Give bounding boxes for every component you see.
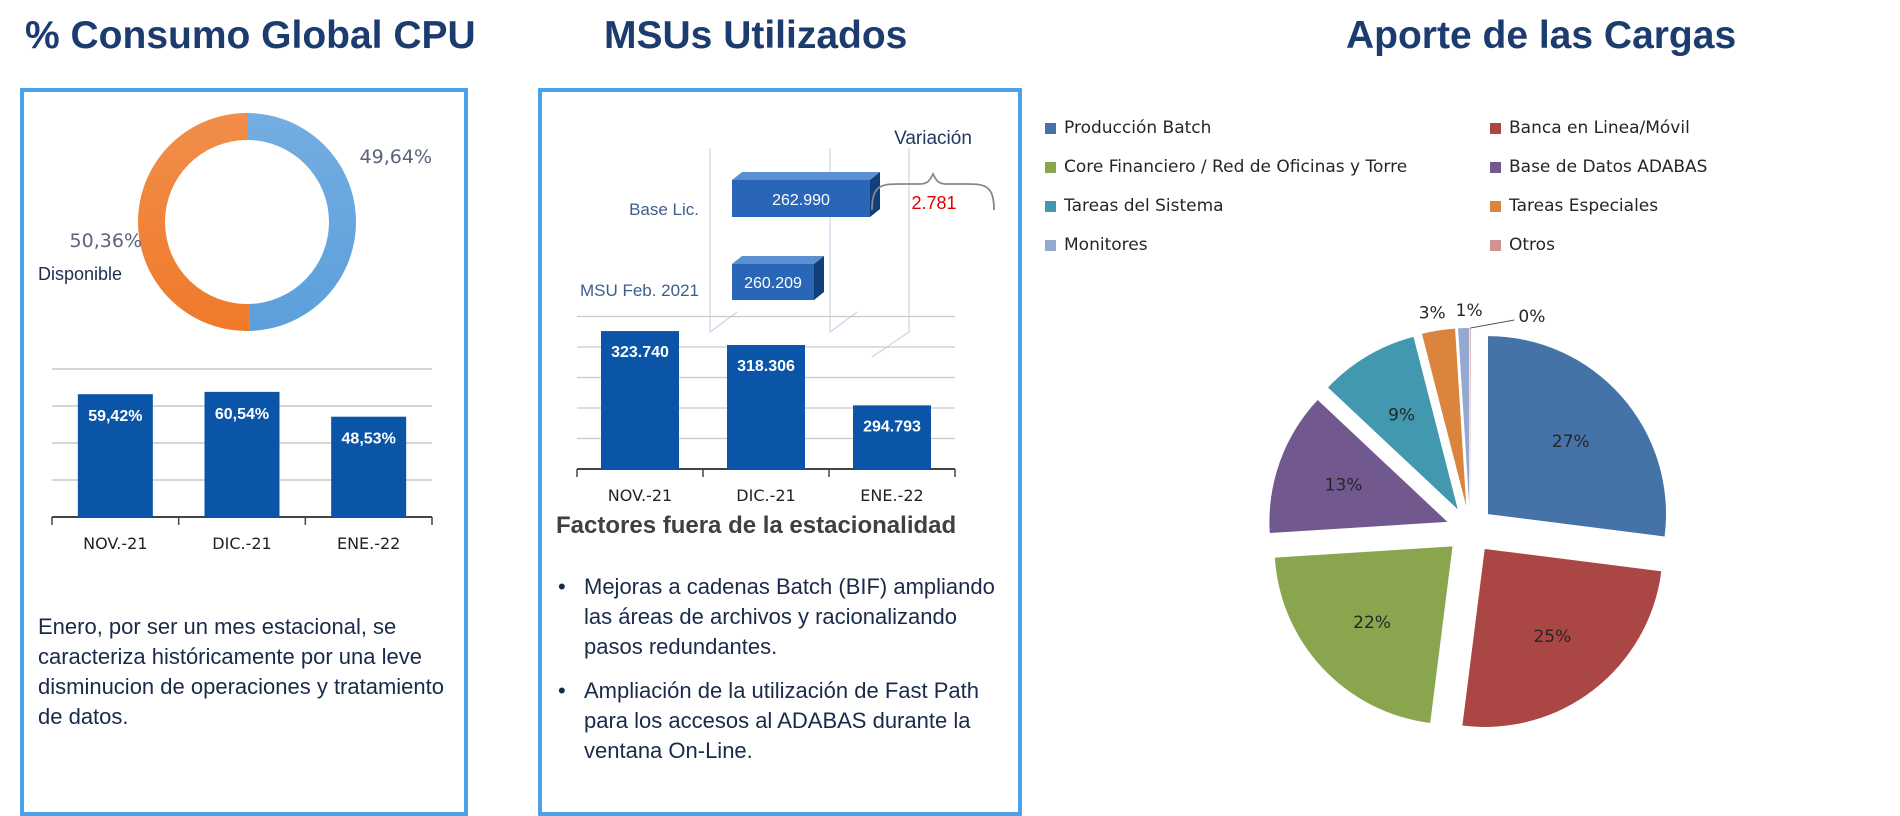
base-lic-value: 262.990 (772, 192, 830, 209)
cpu-category-label: NOV.-21 (83, 534, 147, 553)
factor-item: Mejoras a cadenas Batch (BIF) ampliando … (556, 572, 1006, 662)
legend-label: Tareas Especiales (1509, 196, 1659, 216)
legend-item: Tareas del Sistema (1045, 196, 1224, 216)
pie-slice-label: 13% (1325, 475, 1363, 495)
pie-slice-label: 27% (1552, 432, 1590, 452)
msu-panel: 262.990 Base Lic. 260.209 MSU Feb. 2021 … (538, 88, 1022, 816)
cpu-bar-value: 59,42% (88, 408, 142, 425)
factors-list: Mejoras a cadenas Batch (BIF) ampliando … (556, 572, 1006, 780)
variacion-value: 2.781 (911, 193, 956, 213)
msu-bar (853, 405, 931, 469)
msu-bar-chart: 323.740 NOV.-21 318.306 DIC.-21 294.793 ENE.-… (576, 315, 956, 505)
legend-item: Base de Datos ADABAS (1490, 157, 1707, 177)
msu-bar-value: 318.306 (737, 358, 795, 375)
msu-bar-value: 294.793 (863, 418, 921, 435)
legend-label: Producción Batch (1064, 118, 1212, 138)
msu-feb-label: MSU Feb. 2021 (580, 281, 699, 300)
msu-category-label: DIC.-21 (736, 486, 795, 505)
legend-item: Producción Batch (1045, 118, 1211, 138)
donut-slice (247, 113, 357, 331)
legend-label: Tareas del Sistema (1064, 196, 1224, 216)
pie-slice-label: 0% (1518, 307, 1545, 327)
legend-swatch (1490, 200, 1501, 212)
donut-slice-label: 49,64% (360, 146, 432, 168)
legend-swatch (1045, 122, 1056, 134)
cpu-category-label: ENE.-22 (337, 534, 400, 553)
donut-slice-label: 50,36% (70, 230, 142, 252)
msu-category-label: NOV.-21 (608, 486, 672, 505)
legend-swatch (1045, 161, 1056, 173)
pie-slice (1458, 328, 1470, 507)
legend-label: Otros (1509, 235, 1555, 255)
legend-item: Monitores (1045, 235, 1148, 255)
msu-feb-bar (732, 256, 824, 300)
pie-slice-label: 3% (1419, 304, 1446, 324)
cpu-bar-value: 48,53% (342, 431, 396, 448)
cargas-title: Aporte de las Cargas (1346, 14, 1737, 57)
legend-item: Otros (1490, 235, 1555, 255)
msu-category-label: ENE.-22 (860, 486, 923, 505)
legend-label: Core Financiero / Red de Oficinas y Torr… (1064, 157, 1408, 177)
pie-slice (1328, 336, 1458, 510)
msu-title: MSUs Utilizados (604, 14, 908, 57)
pie-slice (1421, 328, 1467, 507)
legend-swatch (1490, 239, 1501, 251)
cpu-bar (204, 391, 280, 517)
pie-slice-label: 25% (1533, 627, 1571, 647)
cpu-title: % Consumo Global CPU (25, 14, 476, 57)
msu-feb-value: 260.209 (744, 275, 802, 292)
msu-bar (727, 345, 805, 469)
pie-slice-label: 9% (1388, 405, 1415, 425)
legend-label: Monitores (1064, 235, 1148, 255)
legend-swatch (1045, 239, 1056, 251)
factors-heading: Factores fuera de la estacionalidad (556, 512, 957, 539)
legend-swatch (1045, 200, 1056, 212)
legend-swatch (1490, 161, 1501, 173)
pie-slice (1274, 546, 1453, 724)
pie-slice (1488, 336, 1667, 537)
legend-item: Tareas Especiales (1490, 196, 1658, 216)
legend-swatch (1490, 122, 1501, 134)
cpu-donut-chart: 49,64% 50,36% (70, 113, 432, 331)
pie-slice-label: 22% (1353, 613, 1391, 633)
msu-bar (601, 331, 679, 469)
legend-label: Banca en Linea/Móvil (1509, 118, 1690, 138)
legend-label: Base de Datos ADABAS (1509, 157, 1708, 177)
pie-slice (1269, 400, 1448, 534)
cpu-bar-value: 60,54% (215, 406, 269, 423)
pie-slice (1470, 328, 1471, 507)
cpu-bar (77, 394, 153, 517)
pie-leader-line (1470, 319, 1515, 329)
cpu-panel: 49,64% 50,36% Disponible 59,42% NOV.-21 60,… (20, 88, 468, 816)
cpu-bar (331, 416, 407, 517)
variacion-brace (871, 171, 995, 211)
legend-item: Core Financiero / Red de Oficinas y Torr… (1045, 157, 1407, 177)
legend-item: Banca en Linea/Móvil (1490, 118, 1690, 138)
aporte-pie-chart: 27% 25% 22% 13% 9% 3% 1% 0% (1269, 301, 1667, 727)
cpu-note: Enero, por ser un mes estacional, se car… (38, 614, 445, 729)
cpu-category-label: DIC.-21 (212, 534, 271, 553)
pie-slice (1462, 548, 1662, 727)
variacion-label: Variación (894, 128, 972, 149)
pie-slice-label: 1% (1456, 301, 1483, 321)
factor-item: Ampliación de la utilización de Fast Pat… (556, 676, 1006, 766)
donut-disponible-label: Disponible (38, 264, 123, 284)
donut-slice (138, 113, 250, 331)
msu-chart: 262.990 Base Lic. 260.209 MSU Feb. 2021 … (576, 128, 995, 505)
cpu-bar-chart: 59,42% NOV.-21 60,54% DIC.-21 48,53% ENE.-22 (51, 368, 433, 553)
msu-bar-value: 323.740 (611, 344, 669, 361)
base-lic-label: Base Lic. (629, 200, 699, 219)
